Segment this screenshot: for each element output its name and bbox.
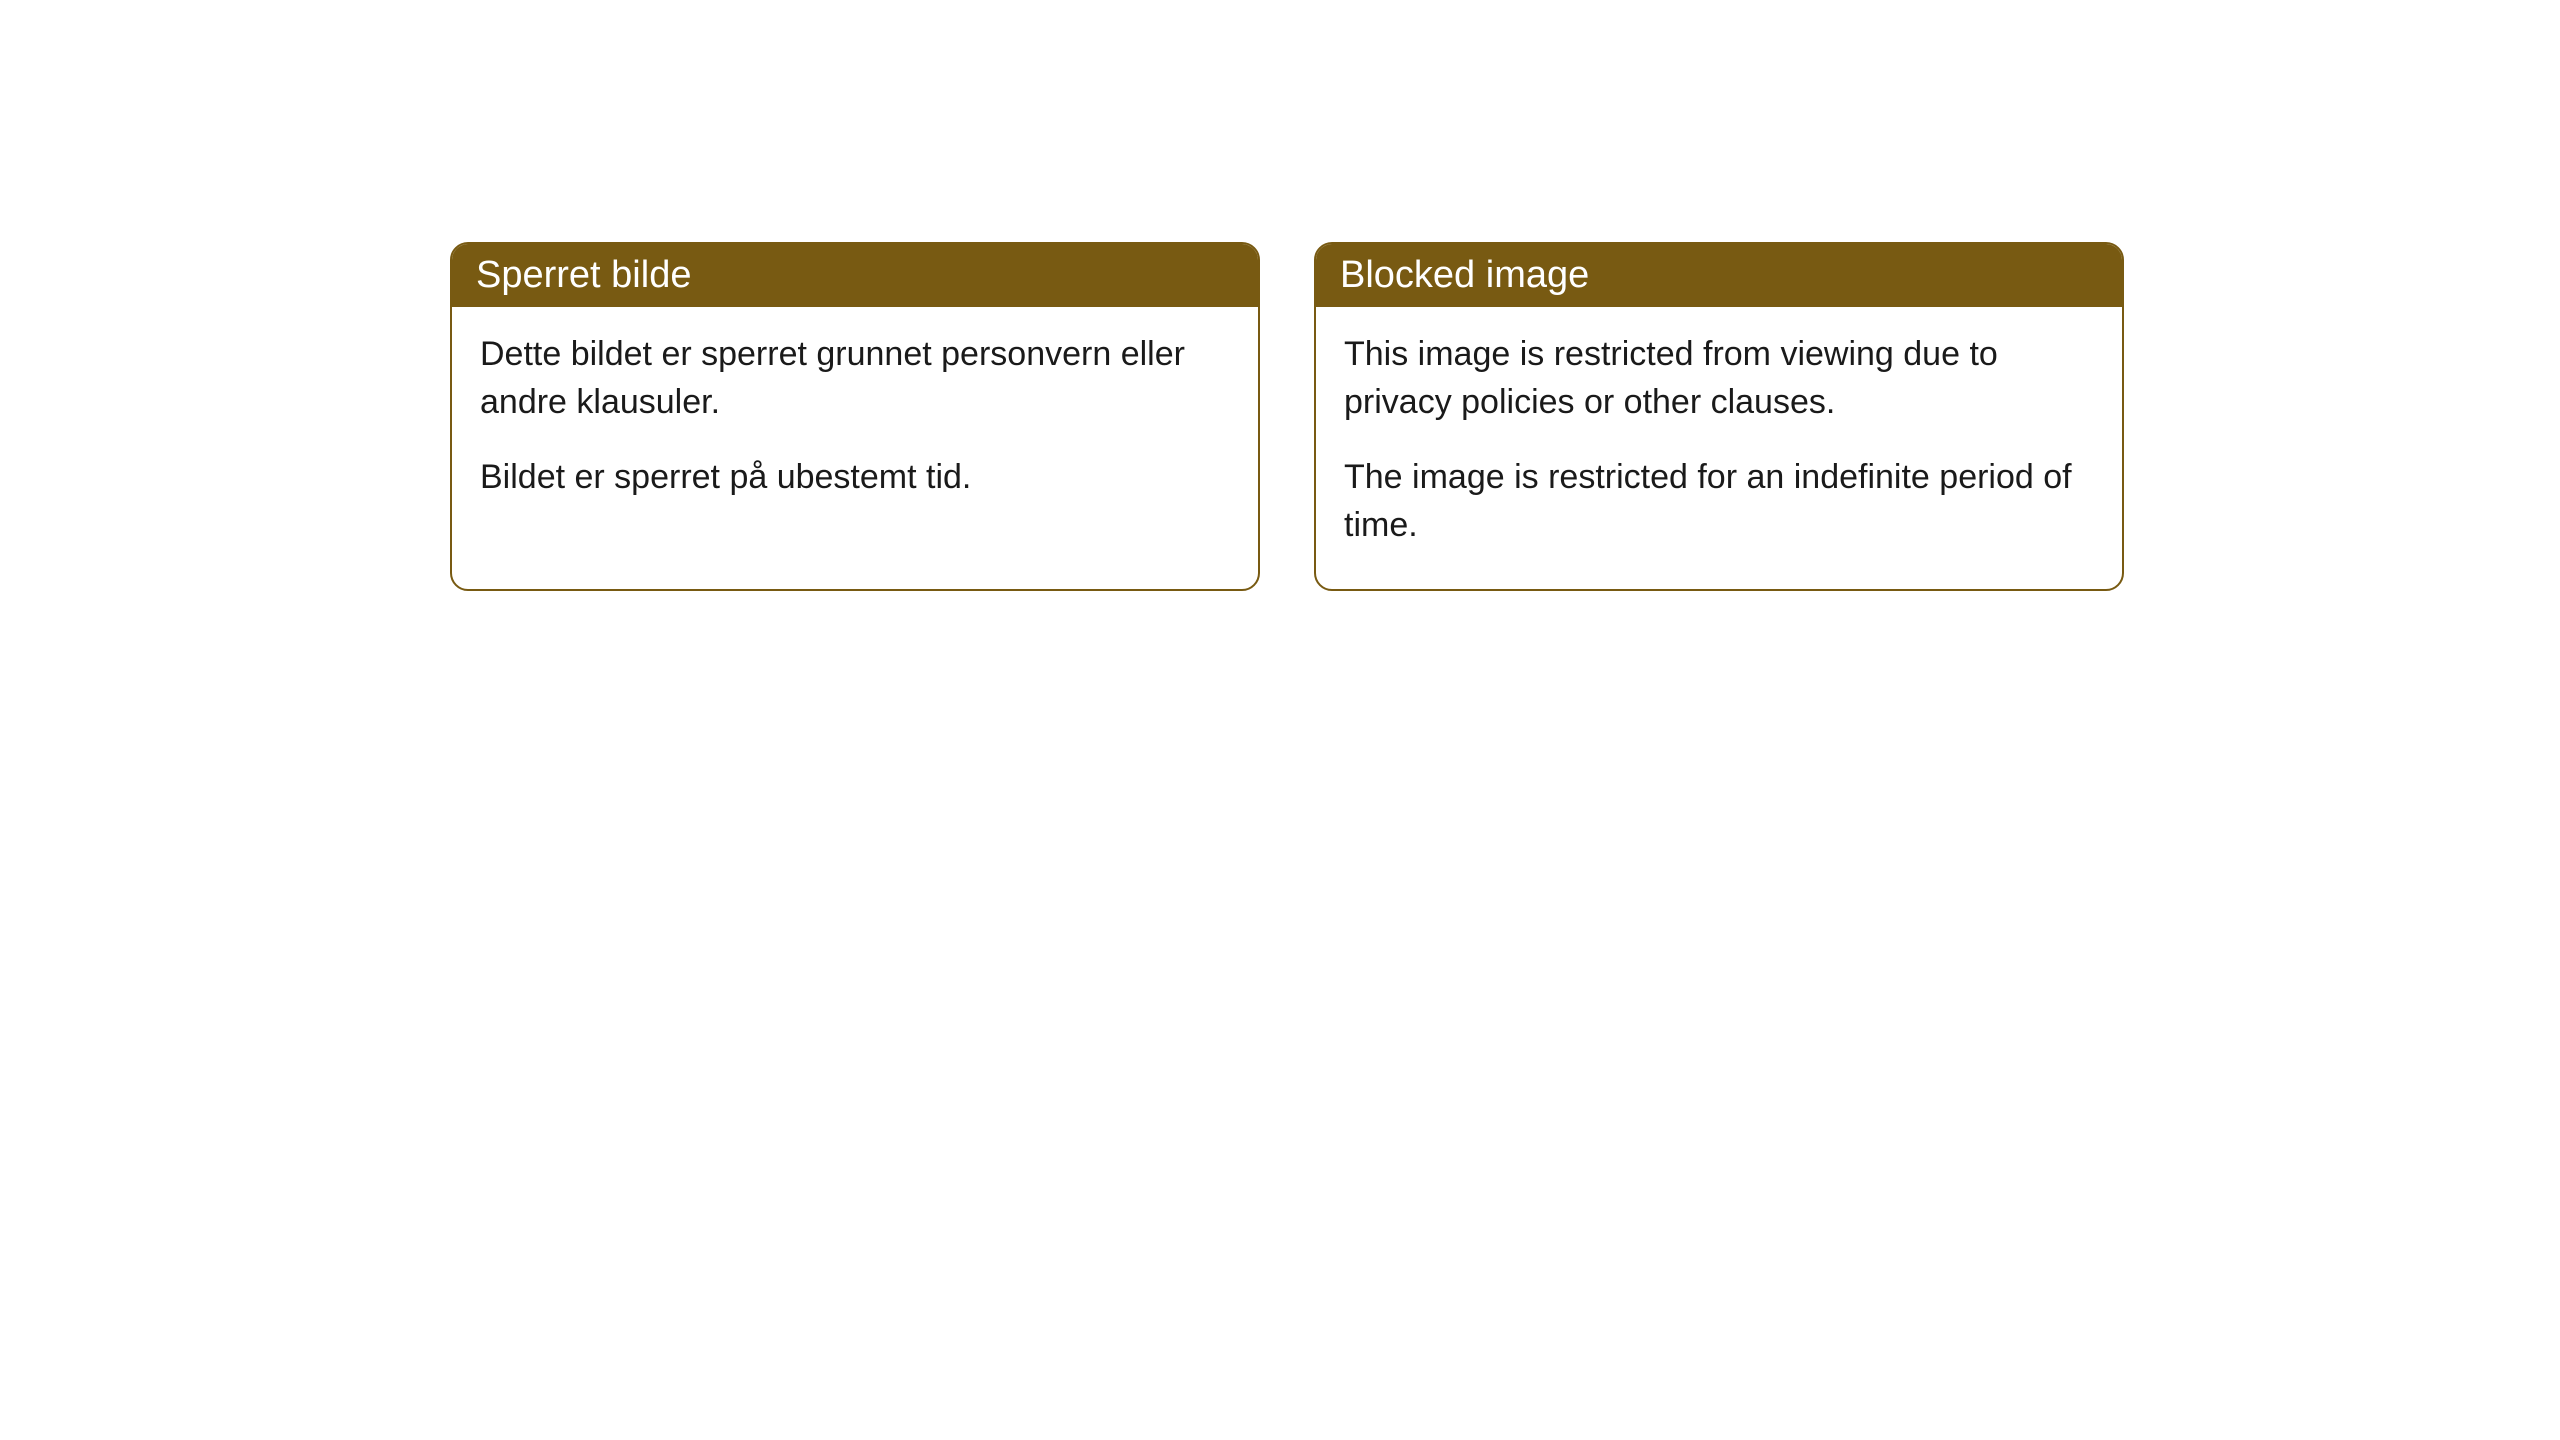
card-body-para1-english: This image is restricted from viewing du…	[1344, 331, 2094, 426]
card-header-norwegian: Sperret bilde	[452, 244, 1258, 307]
card-english: Blocked image This image is restricted f…	[1314, 242, 2124, 591]
card-header-english: Blocked image	[1316, 244, 2122, 307]
card-body-para2-english: The image is restricted for an indefinit…	[1344, 454, 2094, 549]
card-body-norwegian: Dette bildet er sperret grunnet personve…	[452, 307, 1258, 542]
card-body-para1-norwegian: Dette bildet er sperret grunnet personve…	[480, 331, 1230, 426]
card-norwegian: Sperret bilde Dette bildet er sperret gr…	[450, 242, 1260, 591]
cards-container: Sperret bilde Dette bildet er sperret gr…	[0, 0, 2560, 591]
card-body-para2-norwegian: Bildet er sperret på ubestemt tid.	[480, 454, 1230, 502]
card-body-english: This image is restricted from viewing du…	[1316, 307, 2122, 589]
